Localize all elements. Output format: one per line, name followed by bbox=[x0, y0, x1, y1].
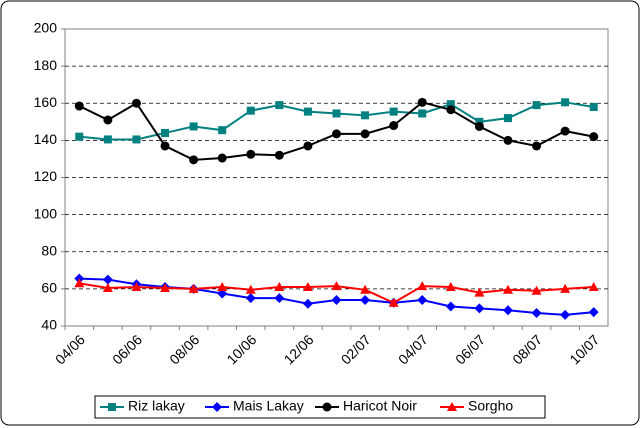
marker bbox=[75, 132, 84, 141]
marker bbox=[503, 135, 513, 145]
plot-area bbox=[64, 28, 609, 327]
marker bbox=[303, 141, 313, 151]
marker bbox=[417, 295, 428, 306]
legend-label: Haricot Noir bbox=[343, 398, 417, 414]
marker bbox=[360, 295, 371, 306]
marker bbox=[589, 102, 598, 111]
marker bbox=[560, 283, 571, 293]
marker bbox=[474, 303, 485, 314]
marker bbox=[161, 128, 170, 137]
marker bbox=[245, 284, 256, 294]
marker bbox=[189, 122, 198, 131]
legend: Riz lakay Mais Lakay Haricot Noir Sorgho bbox=[94, 395, 546, 419]
marker bbox=[560, 309, 571, 320]
y-tick-label: 180 bbox=[34, 57, 58, 73]
marker bbox=[417, 281, 428, 291]
marker bbox=[360, 284, 371, 294]
marker bbox=[274, 282, 285, 292]
legend-label: Mais Lakay bbox=[233, 398, 304, 414]
marker bbox=[502, 284, 513, 294]
marker bbox=[532, 141, 542, 151]
marker bbox=[322, 402, 332, 412]
marker bbox=[331, 295, 342, 306]
marker bbox=[588, 282, 599, 292]
marker bbox=[217, 282, 228, 292]
y-tick-label: 120 bbox=[34, 168, 58, 184]
marker bbox=[212, 402, 222, 412]
series bbox=[74, 278, 599, 307]
marker bbox=[332, 129, 341, 139]
marker bbox=[132, 135, 141, 144]
legend-label: Sorgho bbox=[468, 398, 513, 414]
marker bbox=[274, 293, 285, 304]
marker bbox=[160, 141, 170, 151]
marker bbox=[217, 153, 227, 163]
marker bbox=[302, 298, 313, 309]
marker bbox=[331, 281, 342, 291]
marker bbox=[131, 98, 141, 108]
marker bbox=[532, 101, 541, 110]
marker bbox=[389, 121, 399, 131]
marker bbox=[188, 283, 199, 293]
marker bbox=[360, 129, 370, 139]
y-tick-label: 60 bbox=[41, 280, 57, 296]
marker bbox=[447, 402, 457, 411]
marker bbox=[302, 282, 313, 292]
marker bbox=[103, 115, 113, 125]
marker bbox=[388, 297, 399, 307]
marker bbox=[503, 114, 512, 123]
marker bbox=[246, 149, 256, 159]
series bbox=[75, 98, 598, 144]
y-tick-label: 40 bbox=[41, 317, 57, 333]
marker bbox=[561, 98, 570, 107]
marker bbox=[108, 403, 116, 411]
marker bbox=[446, 100, 455, 109]
y-tick-label: 140 bbox=[34, 131, 58, 147]
marker bbox=[474, 121, 484, 131]
marker bbox=[245, 293, 256, 304]
marker bbox=[475, 117, 484, 126]
marker bbox=[131, 282, 142, 292]
marker bbox=[274, 150, 284, 160]
marker bbox=[74, 278, 85, 288]
marker bbox=[189, 155, 199, 165]
y-tick-label: 200 bbox=[34, 20, 58, 36]
marker bbox=[531, 285, 542, 295]
marker bbox=[218, 126, 227, 135]
marker bbox=[588, 307, 599, 318]
y-tick-label: 100 bbox=[34, 205, 58, 221]
marker bbox=[103, 135, 112, 144]
marker bbox=[332, 109, 341, 118]
marker bbox=[160, 282, 171, 292]
marker bbox=[417, 97, 427, 107]
y-tick-label: 80 bbox=[41, 242, 57, 258]
marker bbox=[474, 287, 485, 297]
series bbox=[74, 97, 599, 165]
marker bbox=[389, 107, 398, 116]
marker bbox=[102, 274, 113, 285]
marker bbox=[418, 109, 427, 118]
marker bbox=[446, 105, 456, 115]
marker bbox=[246, 106, 255, 115]
marker bbox=[361, 111, 370, 120]
marker bbox=[275, 101, 284, 110]
marker bbox=[74, 101, 84, 111]
marker bbox=[102, 282, 113, 292]
y-tick-label: 160 bbox=[34, 94, 58, 110]
marker bbox=[303, 107, 312, 116]
marker bbox=[589, 132, 599, 142]
marker bbox=[502, 305, 513, 316]
legend-label: Riz lakay bbox=[128, 398, 185, 414]
marker bbox=[445, 301, 456, 312]
marker bbox=[531, 308, 542, 319]
marker bbox=[445, 282, 456, 292]
marker bbox=[560, 126, 570, 136]
